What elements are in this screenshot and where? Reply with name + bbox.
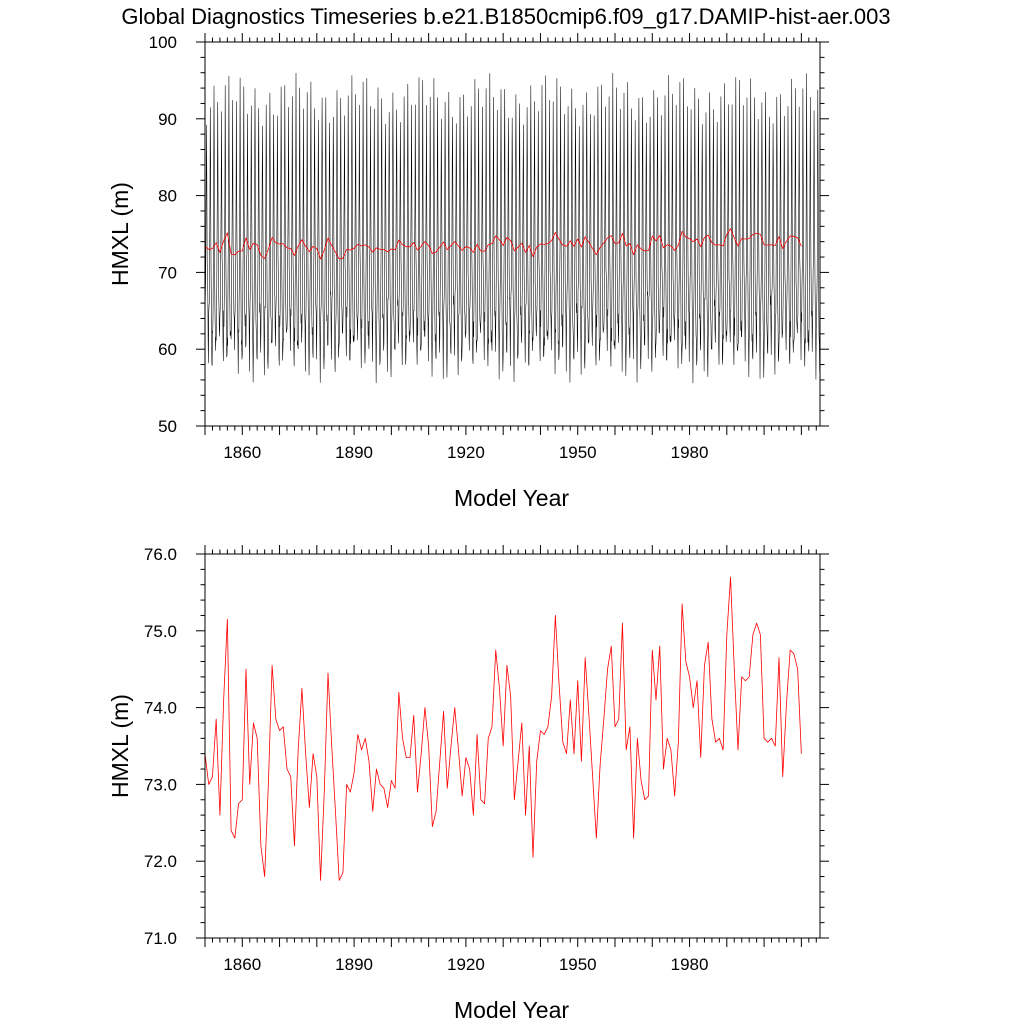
y-tick-label: 50 <box>158 417 177 436</box>
y-tick-label: 76.0 <box>144 545 177 564</box>
y-tick-label: 100 <box>149 33 177 52</box>
x-tick-label: 1920 <box>447 955 485 974</box>
x-tick-label: 1950 <box>559 955 597 974</box>
monthly-and-annual-panel: 1860 1890 1920 1950 1980 50 60 70 80 90 100 HMXL (… <box>107 33 829 511</box>
x-tick-label: 1860 <box>223 955 261 974</box>
annual-series-line <box>204 576 802 881</box>
x-tick-label: 1980 <box>671 955 709 974</box>
plot-frame <box>204 41 821 427</box>
axes-layer: 1860 1890 1920 1950 1980 50 60 70 80 90 100 <box>149 33 829 462</box>
x-tick-label: 1980 <box>671 443 709 462</box>
annual-series-line <box>204 228 802 260</box>
x-tick-label: 1920 <box>447 443 485 462</box>
x-axis-label: Model Year <box>454 997 569 1023</box>
y-tick-label: 60 <box>158 340 177 359</box>
y-axis-label: HMXL (m) <box>107 182 133 286</box>
x-tick-label: 1890 <box>335 955 373 974</box>
y-tick-label: 73.0 <box>144 775 177 794</box>
x-axis-label: Model Year <box>454 485 569 511</box>
y-tick-label: 80 <box>158 187 177 206</box>
y-tick-label: 75.0 <box>144 622 177 641</box>
monthly-series-line <box>204 72 820 384</box>
x-tick-label: 1950 <box>559 443 597 462</box>
y-tick-label: 90 <box>158 110 177 129</box>
y-tick-label: 72.0 <box>144 852 177 871</box>
y-tick-label: 71.0 <box>144 929 177 948</box>
axes-layer: 1860 1890 1920 1950 1980 71.0 72.0 73.0 74.0 75.0… <box>144 545 829 974</box>
series-layer <box>204 576 802 881</box>
x-tick-label: 1890 <box>335 443 373 462</box>
x-tick-label: 1860 <box>223 443 261 462</box>
y-tick-label: 70 <box>158 263 177 282</box>
chart-title: Global Diagnostics Timeseries b.e21.B185… <box>121 4 890 29</box>
y-tick-label: 74.0 <box>144 699 177 718</box>
plot-frame <box>204 553 821 939</box>
series-layer <box>204 72 820 384</box>
annual-mean-panel: 1860 1890 1920 1950 1980 71.0 72.0 73.0 74.0 75.0… <box>107 545 829 1023</box>
y-axis-label: HMXL (m) <box>107 694 133 798</box>
